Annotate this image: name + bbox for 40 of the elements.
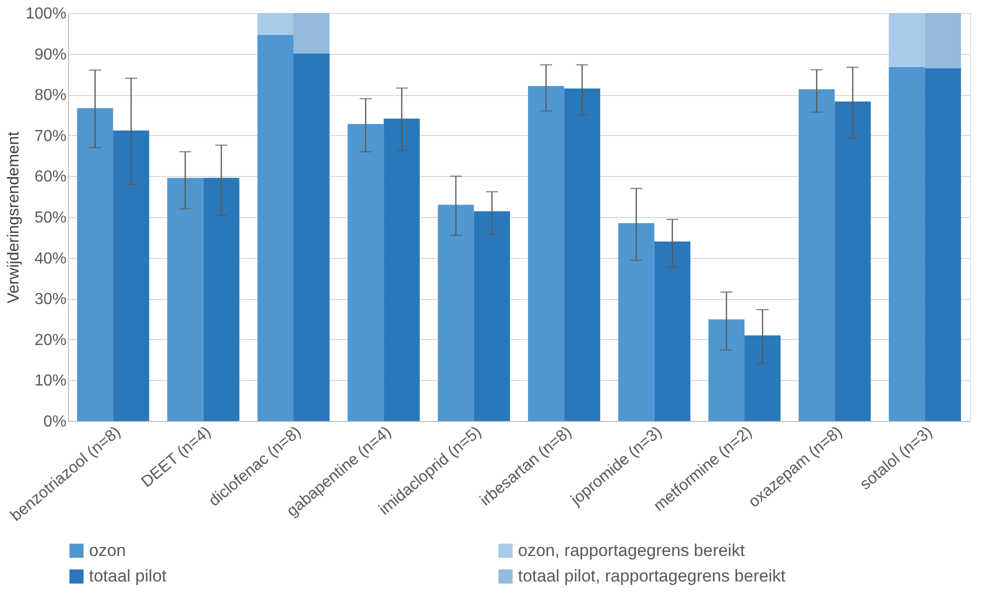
bar [564,88,600,421]
legend-label: totaal pilot [89,566,167,586]
bar [438,204,474,421]
bar [888,66,925,421]
y-tick-label: 80% [34,87,66,104]
bar [744,335,781,421]
legend-label: ozon [89,540,126,560]
bar [708,319,744,421]
bar [888,13,925,67]
bar [257,13,294,36]
y-tick-label: 70% [34,128,66,145]
bar [384,118,420,421]
bar [528,86,564,421]
y-tick-label: 30% [34,291,66,308]
bar [474,211,510,421]
y-tick-label: 100% [26,6,66,22]
bar [167,178,204,421]
bar [294,53,330,421]
bar [113,130,150,421]
bar [257,35,294,421]
y-axis-title: Verwijderingsrendement [6,131,23,304]
bar [654,241,690,421]
y-tick-label: 50% [34,210,66,226]
bar [798,89,835,421]
bar [618,223,654,421]
y-tick-label: 90% [34,46,66,64]
bar [834,102,871,421]
bar [924,13,961,68]
y-tick-label: 60% [34,168,66,186]
y-tick-label: 0% [43,414,66,430]
y-tick-label: 40% [34,250,66,268]
legend-label: ozon, rapportagegrens bereikt [518,540,746,560]
bar [294,13,330,54]
y-tick-label: 10% [34,372,66,390]
legend-label: totaal pilot, rapportagegrens bereikt [518,566,786,586]
bar [203,178,240,421]
bar [924,68,961,421]
bar [77,108,114,421]
y-tick-label: 20% [34,332,66,349]
bar [348,124,384,421]
